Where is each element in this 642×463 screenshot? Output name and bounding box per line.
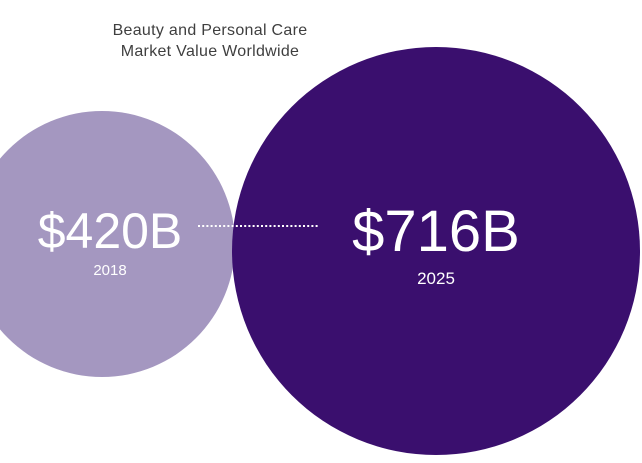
year-label-2018: 2018	[93, 262, 126, 279]
year-label-2025: 2025	[417, 269, 455, 288]
chart-title-line-1: Beauty and Personal Care	[112, 22, 308, 39]
chart-title: Beauty and Personal Care Market Value Wo…	[60, 20, 360, 62]
bubble-2018	[0, 111, 235, 377]
chart-title-line-2: Market Value Worldwide	[120, 43, 300, 60]
value-label-2018: $420B	[38, 203, 183, 259]
value-label-2025: $716B	[352, 199, 520, 264]
bubble-2025	[232, 47, 640, 455]
